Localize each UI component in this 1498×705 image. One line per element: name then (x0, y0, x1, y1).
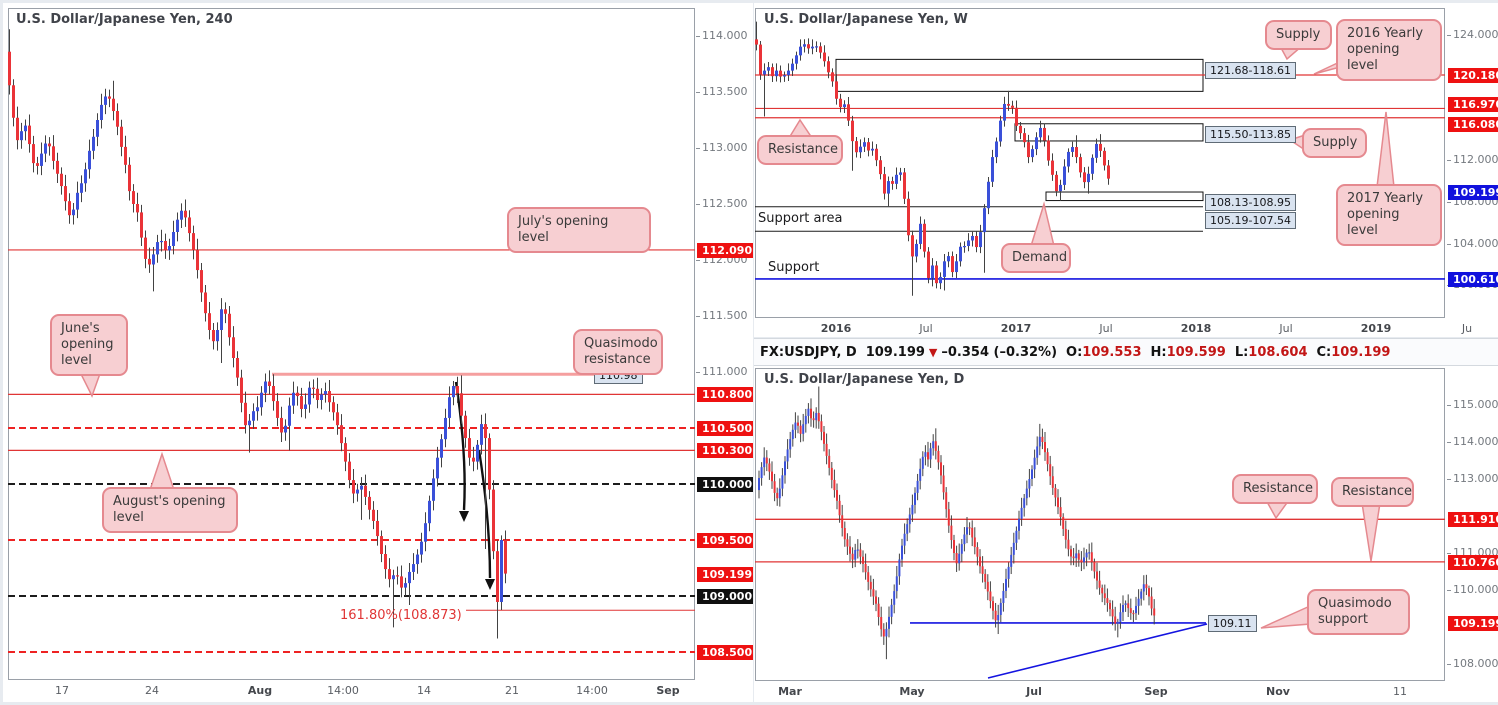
candles (8, 29, 507, 639)
callout-tail (1264, 499, 1291, 520)
callout-tail (1029, 201, 1055, 247)
callout-tail (1260, 604, 1311, 629)
arrow-head (485, 579, 495, 590)
plot-border (8, 8, 695, 680)
symbol-name[interactable]: FX:USDJPY, D (760, 344, 857, 360)
callout-tail (1288, 133, 1306, 152)
price-change: –0.354 (–0.32%) (941, 344, 1058, 360)
symbol-info-bar: FX:USDJPY, D 109.199 ▼ –0.354 (–0.32%) O… (754, 338, 1498, 366)
close-value: 109.199 (1331, 344, 1391, 360)
open-value: 109.553 (1082, 344, 1142, 360)
trendline (987, 623, 1208, 679)
last-price: 109.199 (865, 344, 925, 360)
callout-tail (572, 232, 600, 252)
callout-tail (148, 451, 176, 491)
low-value: 108.604 (1248, 344, 1308, 360)
high-value: 109.599 (1166, 344, 1226, 360)
annotation-arrow (477, 449, 492, 579)
annotation-arrow (454, 381, 466, 511)
callout-tail (1361, 502, 1381, 562)
low-label: L: (1234, 344, 1249, 360)
callout-tail (601, 364, 631, 375)
callout-tail (1376, 111, 1395, 188)
high-label: H: (1150, 344, 1167, 360)
drawings[interactable] (8, 232, 695, 653)
callout-tail (787, 118, 814, 139)
chart-canvas-weekly[interactable] (755, 8, 1445, 318)
plot-border (755, 368, 1445, 681)
arrow-head (459, 511, 469, 522)
callout-tail (1313, 58, 1371, 75)
chart-canvas-daily[interactable] (755, 368, 1445, 681)
chart-canvas-4h[interactable] (8, 8, 695, 680)
plot-border (755, 8, 1445, 318)
candles (758, 386, 1156, 660)
close-label: C: (1316, 344, 1332, 360)
callout-tail (1278, 45, 1305, 61)
open-label: O: (1066, 344, 1083, 360)
callout-tail (76, 367, 104, 398)
zone-rect (1045, 191, 1204, 202)
candles (755, 21, 1110, 296)
drawings[interactable] (755, 45, 1445, 280)
down-triangle-icon: ▼ (928, 345, 938, 359)
zone-rect (1014, 123, 1204, 142)
